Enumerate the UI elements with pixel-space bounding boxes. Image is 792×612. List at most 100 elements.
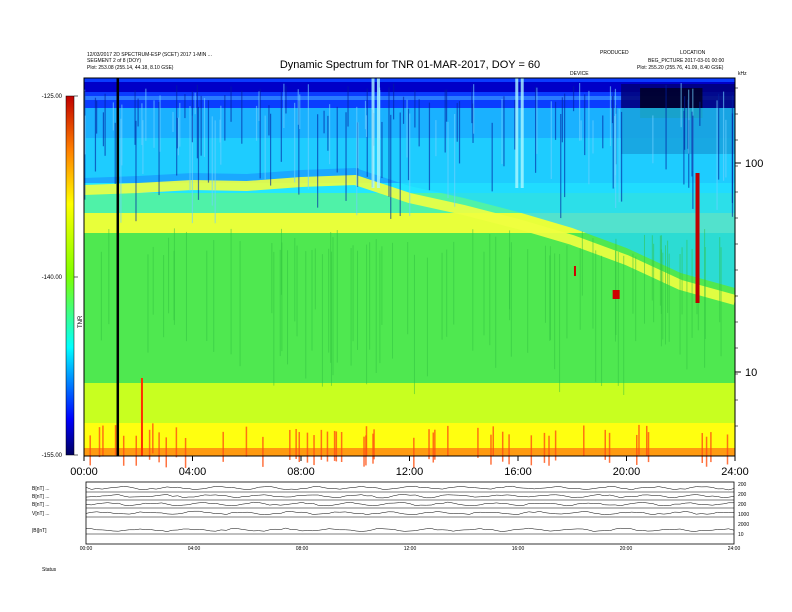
lower-panel-x-tick-label: 24:00 xyxy=(728,546,741,552)
streak xyxy=(350,248,352,366)
spike xyxy=(340,431,343,462)
spike xyxy=(135,435,138,466)
streak xyxy=(509,230,511,310)
streak xyxy=(84,115,86,155)
streak xyxy=(317,114,319,208)
lower-panel-right-label: 10 xyxy=(738,532,744,538)
streak xyxy=(559,253,561,393)
right-axis-tick-label: 100 xyxy=(745,158,763,170)
streak xyxy=(311,249,313,351)
colorbar-tick-label: -125.00 xyxy=(42,94,63,100)
streak xyxy=(688,89,690,154)
x-axis: 00:00 04:00 08:00 12:00 16:00 20:00 24:00 xyxy=(70,456,749,478)
lower-panel-trace xyxy=(85,494,735,499)
streak xyxy=(163,255,165,338)
spike xyxy=(148,429,151,460)
streak xyxy=(365,115,368,137)
streak xyxy=(651,235,653,301)
spectrum-band xyxy=(84,448,735,456)
streak xyxy=(609,86,612,146)
spike xyxy=(365,435,367,466)
streak xyxy=(200,95,202,156)
streak xyxy=(668,253,670,342)
streak xyxy=(176,85,178,176)
streak xyxy=(375,239,377,373)
streak xyxy=(660,235,662,347)
streak xyxy=(611,96,614,124)
right-axis-tick-label: 10 xyxy=(745,367,757,379)
streak xyxy=(381,246,383,325)
streak xyxy=(108,229,110,325)
streak xyxy=(135,120,137,222)
streak xyxy=(230,228,232,355)
lower-panel-right-label: 200 xyxy=(738,482,747,488)
streak xyxy=(527,249,529,353)
streak xyxy=(273,251,275,386)
streak xyxy=(388,87,390,197)
header-left-line-3: Plot: 253.08 (255.14, 44.18, 8.10 GSE) xyxy=(87,65,174,71)
streak xyxy=(456,102,458,142)
lower-panel-trace xyxy=(85,510,735,516)
spike xyxy=(428,429,430,460)
streak xyxy=(100,251,102,341)
streak xyxy=(255,105,258,141)
spike xyxy=(152,423,154,454)
streak xyxy=(691,111,693,177)
streak xyxy=(579,83,581,141)
spike xyxy=(184,437,187,468)
streak xyxy=(285,86,287,114)
streak xyxy=(258,91,260,121)
streak xyxy=(168,237,170,314)
spike xyxy=(114,425,117,456)
streak xyxy=(407,241,409,335)
x-axis-tick-label: 12:00 xyxy=(396,466,424,478)
streak xyxy=(271,242,273,314)
spike xyxy=(222,431,224,462)
streak xyxy=(454,113,456,207)
streak xyxy=(428,102,431,191)
streak xyxy=(336,230,338,363)
streak xyxy=(104,93,106,156)
spike xyxy=(295,428,297,459)
streak xyxy=(495,236,497,368)
lower-panel-right-label: 200 xyxy=(738,492,747,498)
streak xyxy=(332,237,334,376)
streak xyxy=(686,239,688,370)
streak xyxy=(687,99,689,149)
streak xyxy=(294,102,296,183)
lower-panel-right-label: 1000 xyxy=(738,512,749,518)
spike xyxy=(98,427,101,458)
streak xyxy=(298,100,300,195)
streak xyxy=(722,91,725,181)
spike xyxy=(710,432,712,463)
streak xyxy=(595,250,597,382)
streak xyxy=(632,253,634,314)
streak xyxy=(305,251,307,379)
data-gap xyxy=(116,78,120,456)
spike xyxy=(306,432,309,463)
streak xyxy=(664,245,666,345)
streak xyxy=(561,97,563,143)
streak xyxy=(191,91,193,143)
spectrum-band xyxy=(84,96,735,100)
streak xyxy=(414,90,416,128)
chart-title: Dynamic Spectrum for TNR 01-MAR-2017, DO… xyxy=(280,59,540,71)
right-marker: kHz xyxy=(738,71,747,77)
streak xyxy=(379,250,381,364)
streak xyxy=(683,110,685,185)
center-marker: DEVICE xyxy=(570,71,589,77)
lower-panel-right-label: 2000 xyxy=(738,522,749,528)
streak xyxy=(307,84,309,190)
red-streak xyxy=(695,173,700,303)
spike xyxy=(333,430,336,461)
streak xyxy=(268,105,270,136)
x-axis-tick-label: 00:00 xyxy=(70,466,98,478)
streak xyxy=(704,247,706,340)
streak xyxy=(121,104,123,166)
spike xyxy=(372,433,374,464)
streak xyxy=(549,246,551,340)
streak xyxy=(196,84,198,159)
streak xyxy=(501,99,503,165)
streak xyxy=(213,240,215,352)
streak xyxy=(681,247,683,315)
